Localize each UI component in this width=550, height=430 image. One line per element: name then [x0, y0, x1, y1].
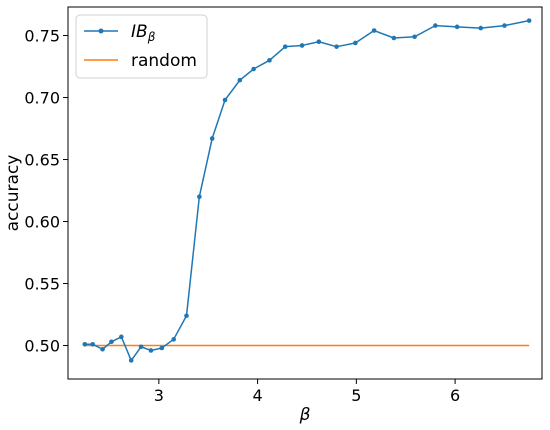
data-point — [210, 136, 215, 141]
data-point — [119, 335, 124, 340]
x-axis-label: β — [299, 405, 311, 425]
data-point — [455, 25, 460, 30]
y-tick-label: 0.75 — [24, 27, 60, 46]
data-point — [82, 342, 87, 347]
data-point — [109, 340, 114, 345]
x-tick-label: 4 — [253, 386, 263, 405]
data-point — [317, 39, 322, 44]
data-point — [149, 348, 154, 353]
data-point — [527, 18, 532, 23]
y-axis-label: accuracy — [3, 155, 23, 232]
y-tick-label: 0.65 — [24, 151, 60, 170]
data-point — [267, 58, 272, 63]
data-point — [184, 313, 189, 318]
data-point — [171, 337, 176, 342]
legend-marker-ib — [99, 29, 104, 34]
data-point — [129, 358, 134, 363]
data-point — [238, 78, 243, 83]
x-tick-label: 6 — [450, 386, 460, 405]
data-point — [478, 26, 483, 31]
x-tick-label: 5 — [351, 386, 361, 405]
data-point — [334, 44, 339, 49]
y-axis-ticks: 0.50 0.55 0.60 0.65 0.70 0.75 — [24, 27, 68, 356]
data-point — [139, 344, 144, 349]
data-point — [283, 44, 288, 49]
y-tick-label: 0.55 — [24, 275, 60, 294]
data-point — [433, 23, 438, 28]
data-point — [197, 194, 202, 199]
data-point — [353, 41, 358, 46]
data-point — [223, 98, 228, 103]
data-point — [392, 36, 397, 41]
y-tick-label: 0.50 — [24, 337, 60, 356]
data-point — [100, 347, 105, 352]
data-point — [412, 34, 417, 39]
legend: IBβ random — [76, 15, 207, 78]
y-tick-label: 0.60 — [24, 213, 60, 232]
data-point — [251, 67, 256, 72]
data-point — [90, 342, 95, 347]
data-point — [372, 28, 377, 33]
x-tick-label: 3 — [154, 386, 164, 405]
x-axis-ticks: 3 4 5 6 — [154, 379, 460, 405]
data-point — [502, 23, 507, 28]
legend-label-random: random — [131, 51, 197, 71]
data-point — [300, 43, 305, 48]
data-point — [160, 346, 165, 351]
y-tick-label: 0.70 — [24, 89, 60, 108]
